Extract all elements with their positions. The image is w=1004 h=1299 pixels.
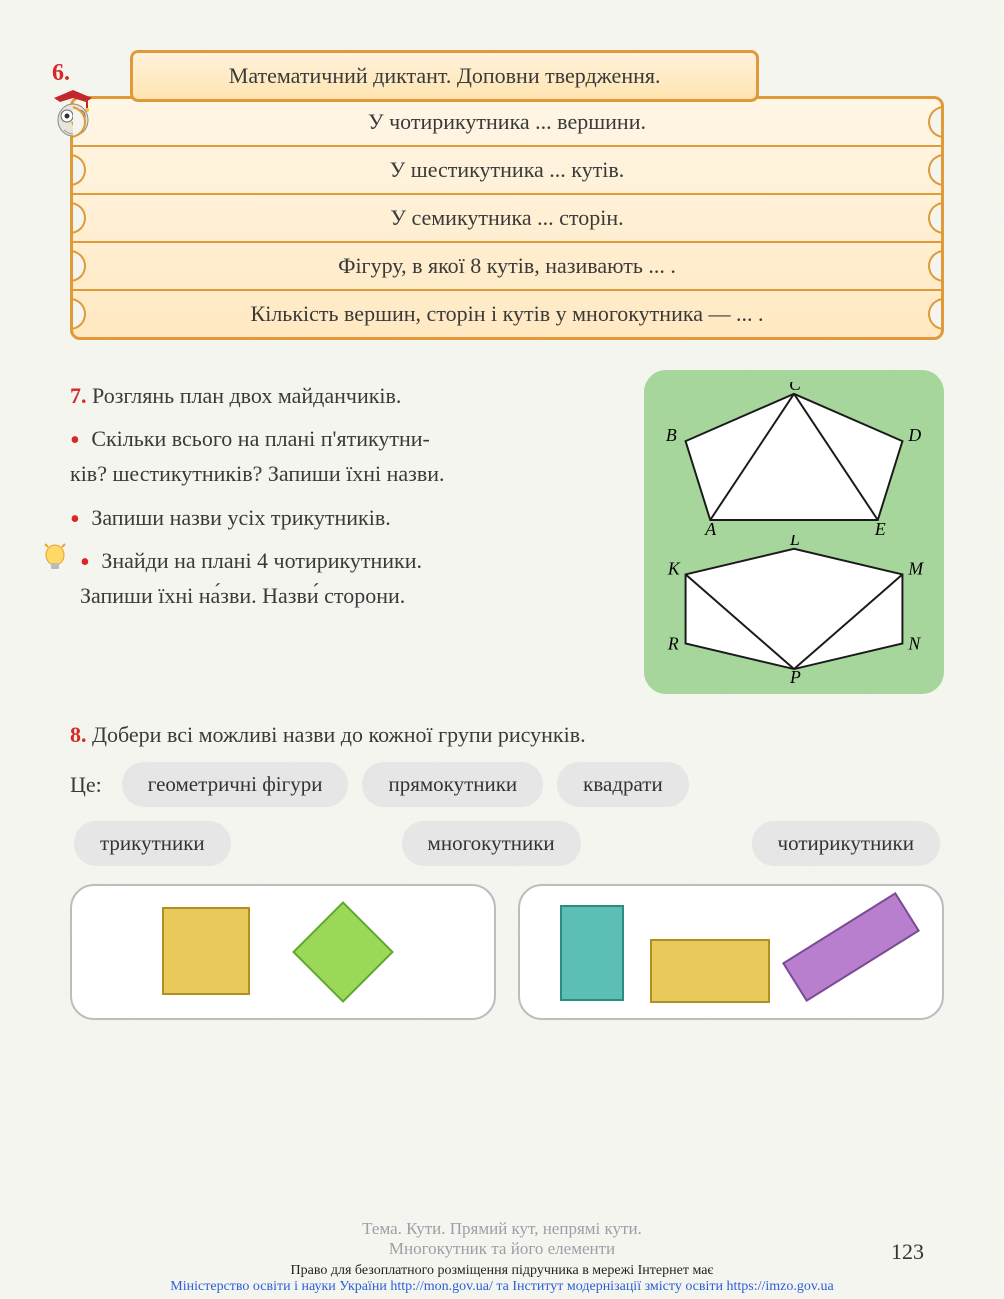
- task-7-intro: Розглянь план двох майданчиків.: [92, 383, 401, 408]
- label-ce: Це:: [70, 772, 102, 798]
- task-6-row: У семикутника ... сторін.: [73, 193, 941, 241]
- square-shape: [163, 908, 249, 994]
- vertex-label: R: [667, 633, 679, 653]
- task-7-text: 7. Розглянь план двох майданчиків. • Скі…: [70, 370, 626, 694]
- task-7-bullet-3b: Запиши їхні на́зви. Назви́ сторони.: [80, 583, 405, 608]
- topic-label: Тема.: [362, 1219, 402, 1238]
- vertex-label: M: [907, 558, 924, 578]
- hexagon-diagram: K L M N P R: [656, 535, 932, 683]
- vertex-label: N: [907, 633, 921, 653]
- rect-shape: [561, 906, 623, 1000]
- bullet-icon: •: [70, 425, 80, 456]
- task-6-row: Кількість вершин, сторін і кутів у много…: [73, 289, 941, 337]
- task-7-bullet-3a: Знайди на плані 4 чотирикутники.: [101, 548, 422, 573]
- task-6-row: У чотирикутника ... вершини.: [73, 99, 941, 145]
- rect-rotated-shape: [783, 893, 918, 1000]
- page-number: 123: [891, 1239, 924, 1265]
- task-6-row: Фігуру, в якої 8 кутів, називають ... .: [73, 241, 941, 289]
- pentagon-diagram: A B C D E: [656, 382, 932, 535]
- task-6-number: 6.: [52, 60, 70, 87]
- task-7: 7. Розглянь план двох майданчиків. • Скі…: [70, 370, 944, 694]
- task-8: 8. Добери всі можливі назви до кожної гр…: [70, 722, 944, 1020]
- bullet-icon: •: [70, 504, 80, 535]
- task-6-row: У шестикутника ... кутів.: [73, 145, 941, 193]
- vertex-label: K: [667, 558, 681, 578]
- legal-footer: Право для безоплатного розміщення підруч…: [0, 1263, 1004, 1295]
- pill: квадрати: [557, 762, 689, 807]
- task-6: 6. Математичний диктант. Доповни твердже…: [70, 50, 944, 340]
- task-6-rows: У чотирикутника ... вершини. У шестикутн…: [70, 96, 944, 340]
- pill: трикутники: [74, 821, 231, 866]
- vertex-label: L: [789, 535, 800, 549]
- task-7-number: 7.: [70, 383, 87, 408]
- task-6-header: Математичний диктант. Доповни твердження…: [130, 50, 759, 102]
- task-7-bullet-1a: Скільки всього на плані п'ятикутни-: [91, 426, 430, 451]
- shape-groups: [70, 884, 944, 1020]
- shape-group-right: [518, 884, 944, 1020]
- shapes-panel: A B C D E K L M N P R: [644, 370, 944, 694]
- pill: прямокутники: [362, 762, 543, 807]
- diamond-shape: [294, 903, 393, 1002]
- footer: Тема. Кути. Прямий кут, непрямі кути. Мн…: [0, 1219, 1004, 1259]
- bullet-icon: •: [80, 547, 90, 578]
- pill: многокутники: [402, 821, 581, 866]
- shape-group-left: [70, 884, 496, 1020]
- vertex-label: P: [789, 667, 801, 683]
- lightbulb-icon: [42, 543, 68, 587]
- pill-row-2: трикутники многокутники чотирикутники: [70, 821, 944, 866]
- vertex-label: B: [666, 425, 677, 445]
- pill-row-1: Це: геометричні фігури прямокутники квад…: [70, 762, 944, 807]
- rect-shape: [651, 940, 769, 1002]
- topic-line-1: Кути. Прямий кут, непрямі кути.: [406, 1219, 642, 1238]
- task-7-bullet-1b: ків? шестикутників? Запиши їхні назви.: [70, 461, 445, 486]
- vertex-label: A: [704, 519, 716, 535]
- pill: геометричні фігури: [122, 762, 349, 807]
- topic-line-2: Многокутник та його елементи: [389, 1239, 615, 1258]
- task-8-prompt: Добери всі можливі назви до кожної групи…: [92, 722, 586, 747]
- legal-line-1: Право для безоплатного розміщення підруч…: [291, 1263, 714, 1278]
- task-7-bullet-2: Запиши назви усіх трикутників.: [91, 505, 390, 530]
- vertex-label: D: [907, 425, 921, 445]
- legal-line-2: Міністерство освіти і науки України http…: [170, 1279, 833, 1294]
- vertex-label: E: [874, 519, 886, 535]
- task-8-number: 8.: [70, 722, 87, 747]
- pill: чотирикутники: [752, 821, 940, 866]
- vertex-label: C: [789, 382, 801, 394]
